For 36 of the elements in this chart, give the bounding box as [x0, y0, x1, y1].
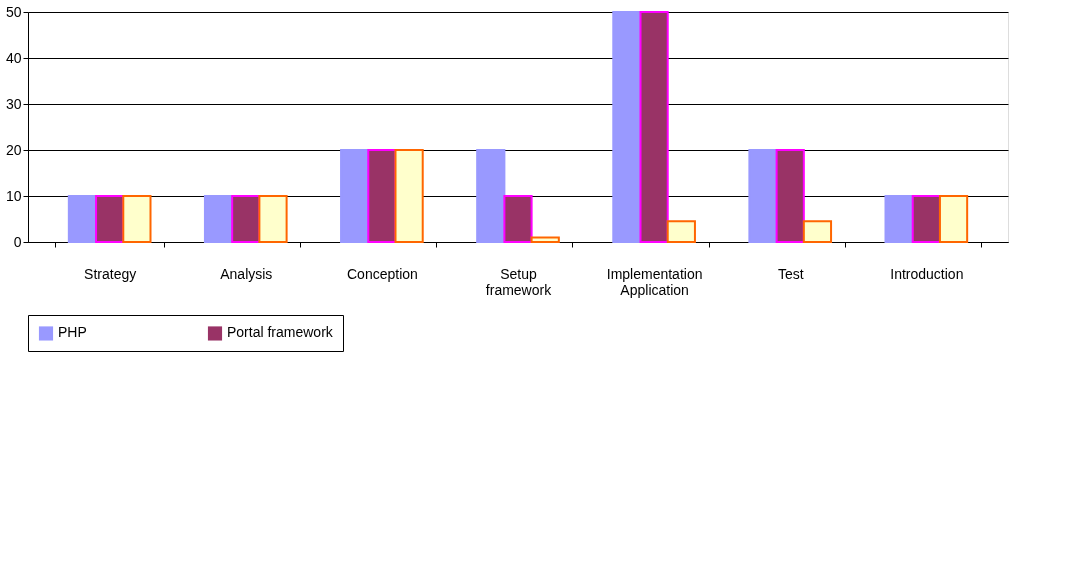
bar: [367, 149, 397, 243]
y-tick-label: 0: [13, 233, 22, 250]
legend-label: Portal framework: [227, 324, 334, 341]
bar: [258, 195, 288, 243]
bar: [639, 11, 669, 243]
x-tick-label: Test: [777, 265, 804, 282]
bar: [122, 195, 152, 243]
bar: [203, 195, 234, 243]
x-tick-label: Setup framework: [485, 265, 553, 298]
x-tick-label: Introduction: [890, 265, 964, 282]
bar: [340, 149, 370, 243]
bar: [95, 195, 125, 243]
x-tick-label: Strategy: [84, 265, 137, 282]
bar: [476, 149, 506, 243]
bar: [231, 195, 261, 243]
x-tick-label: Conception: [346, 265, 418, 282]
bar: [884, 195, 914, 243]
y-tick-label: 20: [5, 141, 22, 158]
bar: [503, 195, 533, 243]
x-tick-label: Analysis: [220, 265, 273, 282]
bar: [67, 195, 98, 243]
bar: [748, 149, 778, 243]
y-tick-label: 10: [5, 187, 22, 204]
bar: [612, 11, 642, 243]
y-tick-label: 30: [5, 95, 22, 112]
bar: [911, 195, 941, 243]
bar: [530, 236, 560, 243]
bar: [938, 195, 969, 243]
bar: [394, 149, 424, 243]
legend-label: PHP: [58, 324, 87, 341]
y-tick-label: 50: [5, 3, 22, 20]
y-tick-label: 40: [5, 49, 22, 66]
bar: [802, 220, 833, 243]
bar: [775, 149, 805, 243]
x-tick-label: Implementation Application: [606, 265, 703, 298]
bar: [666, 220, 696, 243]
